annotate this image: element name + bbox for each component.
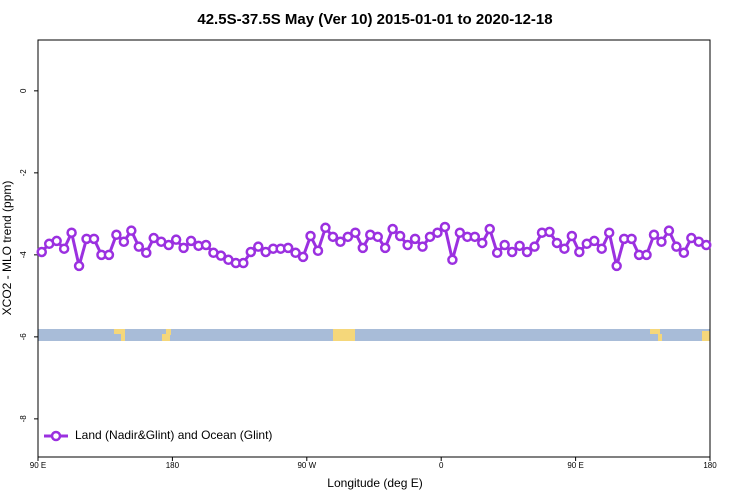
data-point — [521, 246, 533, 258]
data-point — [656, 236, 667, 247]
legend-label: Land (Nadir&Glint) and Ocean (Glint) — [75, 428, 272, 442]
data-point — [312, 245, 324, 257]
data-point — [185, 235, 197, 247]
data-point — [611, 260, 622, 272]
data-point — [477, 237, 488, 249]
data-point — [103, 249, 115, 261]
data-point — [58, 243, 70, 254]
data-point — [141, 247, 152, 259]
data-point — [178, 242, 189, 254]
land-patch — [650, 329, 660, 334]
data-point — [282, 242, 294, 254]
data-point — [290, 247, 301, 259]
data-point — [245, 246, 257, 258]
data-point — [126, 225, 137, 236]
data-point — [66, 227, 77, 238]
data-point — [454, 227, 466, 238]
data-point — [88, 233, 100, 245]
data-point — [596, 243, 607, 254]
land-patch — [166, 329, 171, 335]
x-tick-label: 180 — [703, 461, 717, 470]
data-point — [320, 222, 331, 234]
data-point — [589, 235, 600, 247]
x-tick-label: 0 — [439, 461, 444, 470]
data-point — [671, 241, 682, 252]
data-point — [484, 223, 495, 235]
legend-marker — [50, 430, 62, 442]
data-point — [372, 231, 383, 243]
data-point — [506, 246, 518, 258]
data-point — [111, 229, 122, 241]
data-point — [566, 230, 578, 242]
data-point — [417, 241, 428, 252]
data-point — [701, 239, 712, 251]
x-tick-label: 90 E — [567, 461, 583, 470]
data-point — [648, 229, 660, 241]
land-patch — [162, 334, 170, 341]
data-point — [409, 233, 421, 245]
data-point — [439, 221, 451, 233]
y-axis-label: XCO2 - MLO trend (ppm) — [0, 181, 14, 316]
y-tick-label: -2 — [19, 169, 28, 177]
data-point — [469, 231, 481, 243]
data-point — [402, 239, 413, 251]
data-point — [350, 227, 361, 238]
y-tick-label: 0 — [19, 88, 28, 93]
x-tick-label: 180 — [166, 461, 180, 470]
x-tick-label: 90 E — [30, 461, 46, 470]
y-tick-label: -6 — [19, 333, 28, 341]
data-point — [118, 236, 130, 247]
data-point — [641, 249, 652, 261]
land-ocean-band — [38, 329, 710, 341]
data-point — [327, 231, 339, 243]
y-tick-label: -4 — [19, 251, 28, 259]
data-point — [626, 233, 637, 245]
data-point — [305, 230, 316, 242]
data-point — [559, 243, 570, 254]
x-axis-label: Longitude (deg E) — [327, 476, 422, 490]
data-point — [170, 234, 182, 245]
data-point — [215, 250, 227, 261]
data-point — [491, 247, 503, 259]
chart-title: 42.5S-37.5S May (Ver 10) 2015-01-01 to 2… — [197, 11, 552, 28]
data-point — [133, 241, 145, 252]
data-point — [551, 237, 563, 249]
y-tick-label: -8 — [19, 415, 28, 423]
data-point — [663, 225, 675, 236]
data-point — [73, 260, 85, 272]
data-point — [253, 241, 264, 252]
data-point — [379, 242, 391, 254]
data-point — [357, 242, 369, 254]
land-patch — [333, 329, 355, 341]
data-point — [200, 239, 212, 251]
data-point — [603, 227, 615, 238]
data-point — [36, 246, 47, 258]
x-tick-label: 90 W — [297, 461, 316, 470]
land-patch — [658, 334, 662, 341]
data-point — [499, 239, 510, 251]
data-point — [447, 254, 458, 266]
data-point — [342, 231, 354, 243]
data-point — [163, 239, 174, 251]
data-point — [574, 246, 585, 258]
data-point — [51, 235, 62, 247]
data-point — [432, 227, 443, 238]
data-point — [678, 247, 690, 259]
data-point — [514, 240, 525, 252]
land-patch — [702, 331, 710, 341]
land-patch — [121, 334, 125, 341]
data-point — [424, 231, 436, 243]
data-point — [387, 223, 398, 235]
ocean-band — [38, 329, 710, 341]
data-point — [529, 241, 540, 252]
data-point — [394, 230, 406, 242]
data-point — [335, 236, 346, 247]
data-point — [297, 251, 309, 263]
data-point — [238, 257, 249, 269]
land-patch — [114, 329, 125, 334]
data-point — [544, 226, 555, 238]
